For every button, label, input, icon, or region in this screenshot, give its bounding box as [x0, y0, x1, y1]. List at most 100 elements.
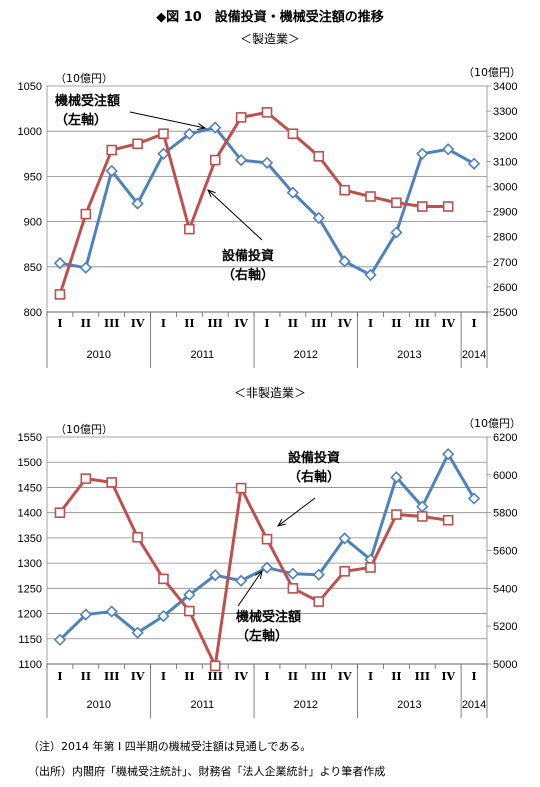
- quarter-label: IV: [441, 670, 455, 683]
- capex-point: [313, 596, 325, 607]
- quarter-label: II: [81, 317, 91, 330]
- machinery-point: [286, 567, 300, 580]
- left-axis-tick-label: 1250: [18, 583, 42, 595]
- right-axis-tick-label: 5200: [493, 621, 517, 633]
- machinery-point: [286, 186, 300, 199]
- capex-annotation-line2: （右軸）: [288, 469, 340, 485]
- quarter-label: III: [208, 670, 223, 683]
- left-axis-tick-label: 850: [24, 262, 42, 274]
- capex-annotation-line1: 設備投資: [288, 450, 340, 466]
- annotation-arrow: [237, 570, 263, 607]
- quarter-label: IV: [131, 317, 145, 330]
- left-axis-tick-label: 1500: [18, 457, 42, 469]
- capex-point: [313, 151, 325, 162]
- quarter-label: IV: [234, 317, 248, 330]
- machinery-point: [312, 568, 325, 581]
- quarter-label: I: [264, 317, 269, 330]
- right-axis-tick-label: 2800: [493, 232, 517, 244]
- right-axis-tick-label: 3000: [493, 181, 517, 193]
- quarter-label: III: [208, 317, 223, 330]
- year-label: 2014: [462, 699, 486, 711]
- year-label: 2013: [397, 699, 421, 711]
- capex-point: [287, 583, 299, 594]
- machinery-point: [209, 121, 222, 134]
- figure-title: ◆図 10 設備投資・機械受注額の推移: [156, 10, 384, 25]
- quarter-label: I: [57, 670, 62, 683]
- capex-point: [158, 128, 169, 140]
- annotation-arrowhead: [276, 518, 286, 527]
- capex-point: [339, 184, 350, 196]
- right-axis-tick-label: 2600: [493, 282, 517, 294]
- left-axis-tick-label: 1000: [18, 126, 42, 138]
- machinery-point: [131, 626, 144, 639]
- annotation-arrowhead: [254, 569, 263, 579]
- machinery-point: [467, 157, 481, 170]
- capex-point: [365, 562, 376, 573]
- machinery-point: [53, 633, 67, 646]
- capex-point: [339, 566, 350, 577]
- year-label: 2010: [87, 349, 111, 361]
- right-axis-tick-label: 5000: [493, 659, 517, 671]
- left-axis-tick-label: 1050: [18, 81, 42, 93]
- capex-point: [54, 289, 66, 300]
- year-label: 2011: [190, 699, 214, 711]
- quarter-label: I: [368, 670, 373, 683]
- machinery-point: [260, 561, 274, 574]
- chart-title-nonmanufacturing: ＜非製造業＞: [233, 386, 306, 400]
- quarter-label: IV: [234, 670, 248, 683]
- capex-point: [80, 473, 92, 484]
- chart-title-manufacturing: ＜製造業＞: [239, 32, 300, 46]
- quarter-label: II: [81, 670, 91, 683]
- right-axis-tick-label: 2900: [493, 207, 517, 219]
- capex-point: [442, 201, 454, 212]
- year-label: 2012: [294, 349, 318, 361]
- quarter-label: III: [311, 317, 326, 330]
- capex-line: [58, 477, 449, 668]
- capex-annotation-line1: 設備投資: [222, 248, 274, 264]
- right-axis-tick-label: 3400: [493, 81, 517, 93]
- machinery-point: [183, 127, 196, 141]
- machinery-point: [442, 448, 455, 461]
- machinery-point: [234, 574, 248, 587]
- capex-annotation-line2: （右軸）: [222, 267, 274, 283]
- quarter-label: III: [104, 670, 119, 683]
- capex-point: [184, 605, 195, 617]
- annotation-arrow: [277, 497, 316, 527]
- quarter-label: II: [391, 670, 401, 683]
- machinery-point: [338, 532, 351, 545]
- left-axis-tick-label: 1300: [18, 558, 42, 570]
- capex-point: [209, 154, 221, 166]
- machinery-point: [312, 211, 325, 225]
- machinery-point: [183, 588, 196, 602]
- quarter-label: II: [184, 670, 194, 683]
- quarter-label: IV: [441, 317, 455, 330]
- capex-point: [365, 191, 376, 202]
- right-axis-tick-label: 3300: [493, 106, 517, 118]
- capex-point: [106, 477, 118, 488]
- right-axis-tick-label: 3200: [493, 131, 517, 143]
- quarter-label: II: [184, 317, 194, 330]
- machinery-annotation-line1: 機械受注額: [55, 93, 120, 109]
- year-label: 2013: [397, 349, 421, 361]
- quarter-label: II: [391, 317, 401, 330]
- left-axis-tick-label: 1350: [18, 533, 42, 545]
- machinery-point: [467, 492, 481, 505]
- quarter-label: I: [471, 670, 476, 683]
- machinery-point: [157, 609, 170, 623]
- left-axis-tick-label: 800: [24, 307, 42, 319]
- machinery-point: [390, 471, 403, 484]
- quarter-label: I: [161, 670, 166, 683]
- capex-line: [58, 110, 449, 295]
- machinery-point: [260, 156, 274, 169]
- left-axis-unit: （10億円）: [55, 72, 113, 85]
- nonmanufacturing-chart: 1100 1150 1200 1250 1300 1350 1400 1450 1500 1550…: [18, 417, 521, 718]
- right-axis-tick-label: 5600: [493, 546, 517, 558]
- left-axis-tick-label: 1100: [18, 659, 42, 671]
- quarter-label: III: [311, 670, 326, 683]
- year-label: 2010: [87, 699, 111, 711]
- machinery-point: [209, 569, 222, 582]
- machinery-point: [131, 197, 144, 210]
- capex-point: [287, 128, 299, 140]
- right-axis-unit: （10億円）: [463, 417, 521, 430]
- left-axis-tick-label: 1550: [18, 432, 42, 444]
